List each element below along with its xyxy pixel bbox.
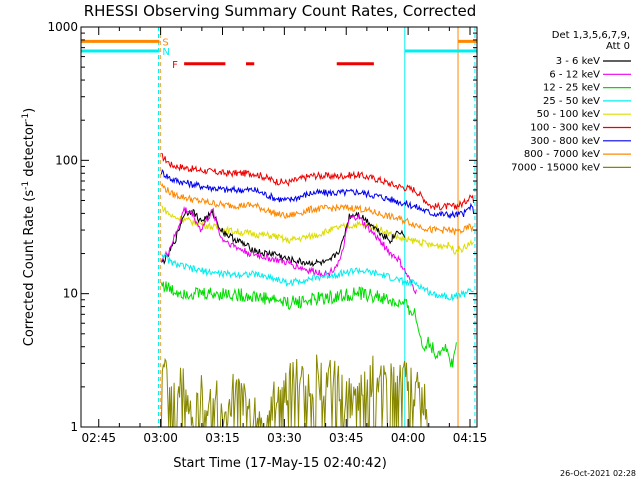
legend-header: Det 1,3,5,6,7,9, [552,30,630,41]
x-tick-label: 03:15 [205,431,240,445]
x-tick-label: 03:00 [143,431,178,445]
x-axis: 02:45 03:00 03:15 03:30 03:45 04:00 04:15 [81,27,487,445]
series-line [161,205,474,255]
legend-label: 800 - 7000 keV [524,149,600,160]
y-axis-label: Corrected Count Rate (s-1 detector-1) [21,108,37,346]
legend: Det 1,3,5,6,7,9,Att 0 3 - 6 keV 6 - 12 keV… [511,30,631,173]
y-tick-label: 1 [70,420,78,434]
x-axis-label: Start Time (17-May-15 02:40:42) [173,456,387,471]
legend-label: 6 - 12 keV [549,69,600,80]
legend-header: Att 0 [606,41,630,52]
legend-label: 100 - 300 keV [530,123,600,134]
chart-title: RHESSI Observing Summary Count Rates, Co… [84,2,477,20]
y-tick-label: 1000 [47,20,78,34]
legend-label: 12 - 25 keV [543,83,600,94]
legend-label: 3 - 6 keV [556,56,600,67]
x-tick-label: 03:45 [329,431,364,445]
series-line [160,205,417,295]
x-tick-label: 03:30 [267,431,302,445]
x-tick-label: 04:00 [391,431,426,445]
footer-timestamp: 26-Oct-2021 02:28 [560,469,636,478]
x-tick-label: 04:15 [453,431,488,445]
series-line [161,152,475,211]
series-line [160,169,475,219]
plot-frame [80,26,478,428]
vertical-markers [80,27,476,427]
legend-label: 7000 - 15000 keV [511,162,600,173]
flag-bars: SNF [81,37,477,71]
flag-label-s: S [162,37,168,48]
legend-label: 300 - 800 keV [530,136,600,147]
legend-label: 25 - 50 keV [543,96,600,107]
y-axis: 1 10 100 1000 [47,20,477,434]
series-line [161,253,474,302]
series-line [160,354,428,427]
series-line [160,182,474,235]
flag-label-n: N [162,47,169,58]
series-line [160,281,457,368]
flag-label-f: F [172,60,178,71]
x-tick-label: 02:45 [81,431,116,445]
legend-label: 50 - 100 keV [537,109,601,120]
series-line [161,208,406,268]
y-tick-label: 100 [55,153,78,167]
y-tick-label: 10 [63,287,78,301]
series-layer [160,152,475,427]
